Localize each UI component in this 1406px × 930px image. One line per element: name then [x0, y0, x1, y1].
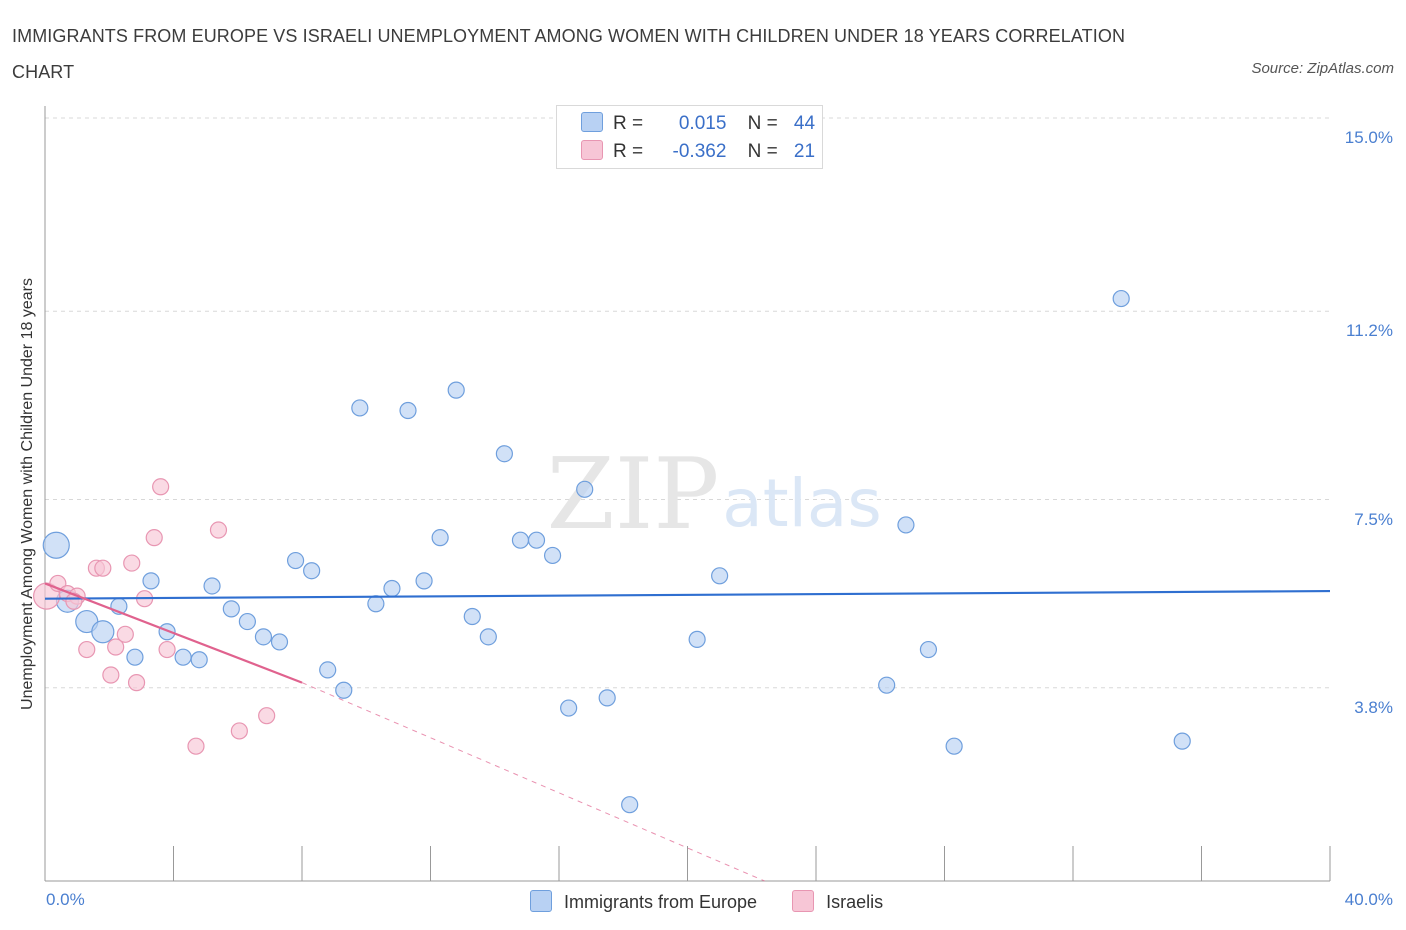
- y-tick-label: 11.2%: [1346, 321, 1393, 341]
- data-point: [335, 681, 353, 699]
- data-point: [254, 628, 273, 646]
- legend-item-israelis[interactable]: Israelis: [792, 890, 883, 913]
- data-point: [463, 607, 481, 626]
- series-immigrants-from-europe: [42, 289, 1191, 814]
- data-point: [91, 620, 115, 644]
- data-point: [479, 628, 497, 646]
- data-point: [447, 381, 465, 399]
- data-point: [126, 648, 144, 666]
- data-point: [303, 562, 321, 580]
- data-point: [258, 707, 276, 725]
- data-point: [511, 531, 530, 549]
- data-point: [945, 737, 963, 755]
- chart-title: IMMIGRANTS FROM EUROPE VS ISRAELI UNEMPL…: [12, 26, 1126, 82]
- trend-line-israelis-extension: [301, 682, 765, 882]
- legend-label-europe: Immigrants from Europe: [564, 892, 758, 912]
- data-point: [399, 401, 417, 420]
- trend-lines: [44, 582, 1331, 882]
- data-point: [127, 674, 146, 692]
- data-point: [1112, 289, 1130, 308]
- legend-row-israelis: R = -0.362 N = 21: [581, 140, 815, 164]
- data-point: [1173, 732, 1191, 750]
- data-point: [367, 595, 385, 613]
- data-point: [495, 445, 513, 463]
- legend-label-israelis: Israelis: [826, 892, 884, 912]
- legend-n-value: 44: [793, 113, 816, 134]
- data-point: [42, 531, 70, 559]
- correlation-legend: R = 0.015 N = 44 R = -0.362 N = 21: [556, 105, 823, 169]
- x-tick-label-max: 40.0%: [1344, 890, 1393, 909]
- legend-swatch-blue: [530, 890, 552, 912]
- data-point: [431, 529, 449, 547]
- data-point: [319, 661, 337, 679]
- legend-r-label: R =: [613, 141, 644, 162]
- data-point: [94, 559, 112, 577]
- data-point: [190, 651, 208, 669]
- data-point: [238, 612, 256, 631]
- data-point: [158, 623, 176, 641]
- data-point: [123, 554, 141, 572]
- legend-n-label: N =: [747, 141, 778, 162]
- data-point: [222, 600, 240, 618]
- data-point: [230, 722, 248, 740]
- series-israelis: [33, 478, 276, 755]
- data-point: [107, 638, 125, 656]
- data-point: [152, 478, 170, 496]
- data-point: [878, 676, 896, 694]
- data-point: [919, 640, 938, 659]
- data-point: [78, 640, 96, 659]
- data-point: [383, 579, 401, 598]
- data-point: [158, 640, 176, 659]
- data-point: [142, 572, 160, 590]
- trend-line-israelis: [44, 582, 303, 684]
- data-point: [711, 567, 729, 585]
- data-point: [527, 531, 546, 549]
- data-point: [621, 796, 639, 814]
- legend-swatch-pink: [792, 890, 815, 912]
- y-tick-label: 3.8%: [1354, 697, 1393, 717]
- source-label: Source: ZipAtlas.com: [1251, 60, 1394, 77]
- data-point: [560, 699, 578, 717]
- data-point: [415, 572, 433, 590]
- legend-r-label: R =: [613, 113, 644, 134]
- legend-swatch-blue: [581, 112, 603, 132]
- x-tick-label-min: 0.0%: [46, 890, 85, 909]
- legend-row-europe: R = 0.015 N = 44: [581, 112, 815, 136]
- data-point: [897, 516, 915, 534]
- data-point: [286, 551, 305, 570]
- data-point: [543, 546, 562, 565]
- watermark: ZIP atlas: [547, 438, 882, 552]
- data-point: [203, 577, 221, 595]
- data-point: [209, 521, 228, 539]
- watermark-atlas: atlas: [722, 465, 882, 542]
- legend-item-europe[interactable]: Immigrants from Europe: [530, 890, 757, 913]
- legend-r-value: 0.015: [678, 113, 727, 134]
- data-point: [145, 529, 163, 547]
- data-point: [351, 399, 369, 417]
- data-point: [688, 630, 706, 648]
- legend-n-label: N =: [747, 113, 778, 134]
- data-point: [598, 689, 616, 707]
- legend-n-value: 21: [793, 141, 816, 162]
- data-point: [174, 648, 192, 666]
- series-legend: Immigrants from Europe Israelis: [530, 890, 913, 913]
- data-point: [116, 625, 134, 643]
- data-point: [102, 666, 120, 684]
- grid-lines: [45, 117, 1330, 689]
- y-tick-label: 15.0%: [1344, 128, 1393, 147]
- legend-swatch-pink: [581, 140, 603, 160]
- legend-r-value: -0.362: [672, 141, 727, 162]
- trend-line-europe: [44, 589, 1331, 600]
- watermark-zip: ZIP: [547, 438, 720, 552]
- data-point: [187, 737, 205, 755]
- y-tick-label: 7.5%: [1354, 509, 1393, 529]
- data-point: [576, 480, 594, 498]
- data-point: [270, 633, 289, 651]
- axes: [44, 106, 1331, 882]
